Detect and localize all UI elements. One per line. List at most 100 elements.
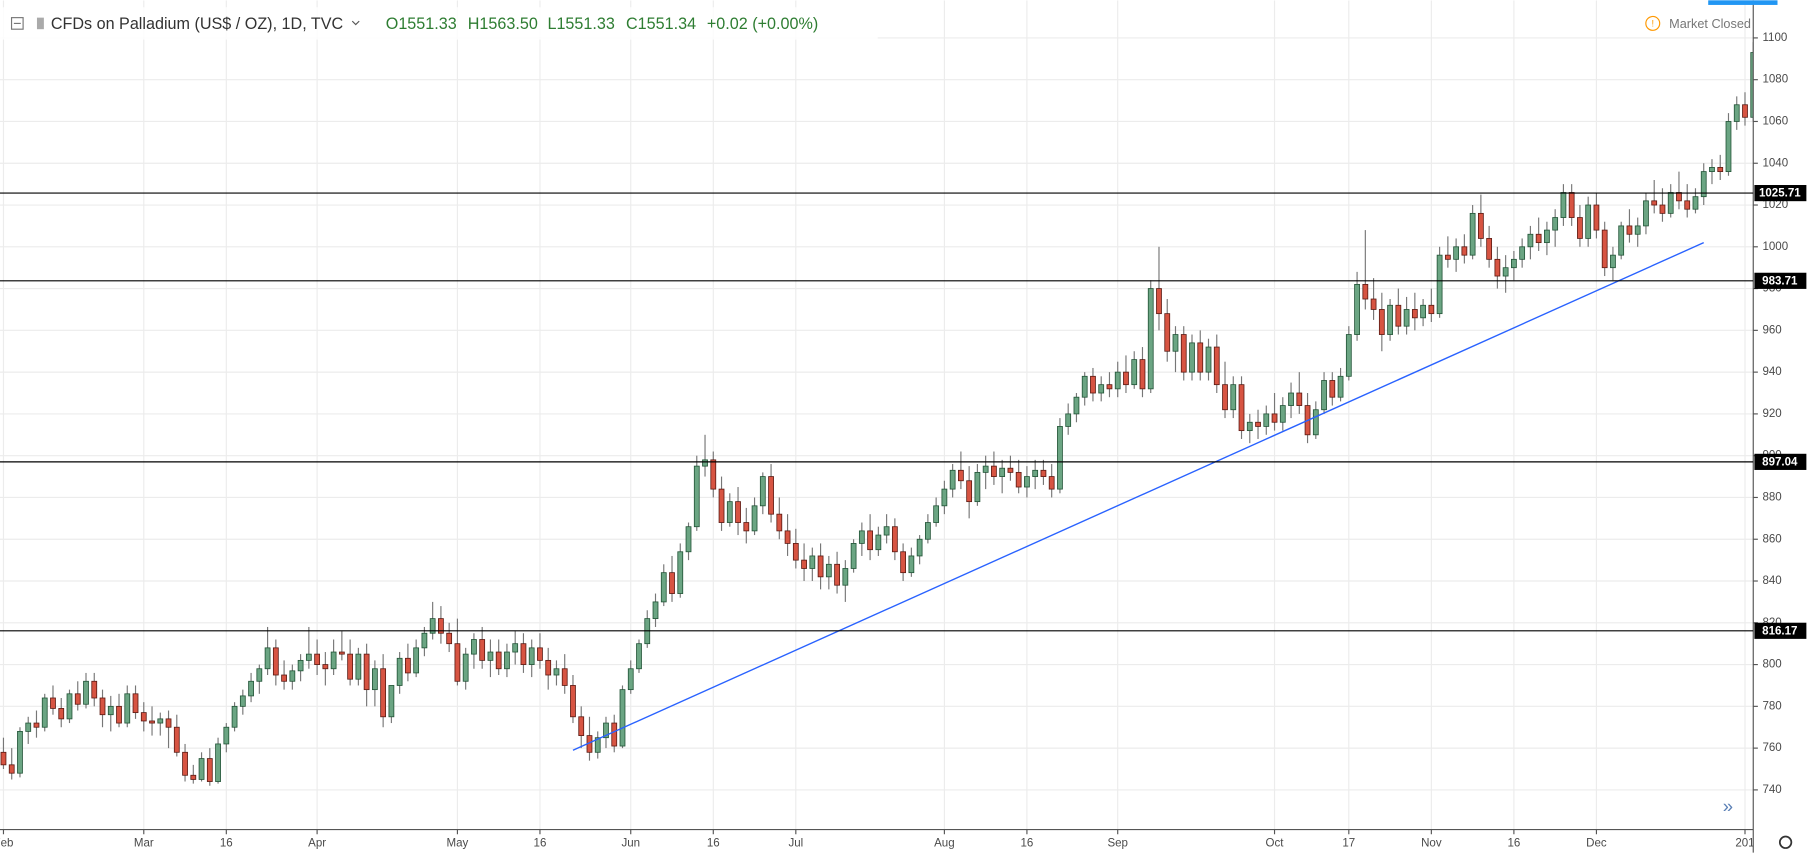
top-button[interactable] <box>1708 0 1778 5</box>
candle-body <box>834 563 840 586</box>
y-tick-label: 940 <box>1762 366 1781 378</box>
candle-body <box>223 726 230 745</box>
candle-body <box>182 751 188 776</box>
level-label-bg <box>1754 185 1807 202</box>
candle-body <box>471 639 477 655</box>
settings-button[interactable] <box>1778 835 1793 849</box>
candle-body <box>1544 229 1550 244</box>
candle-body <box>1065 413 1072 427</box>
time-axis: Feb Mar 16 Apr May 16 Jun 16 Jul Aug 16 Sep Oct 17 Nov… <box>0 829 1753 849</box>
y-tick-label: 1060 <box>1762 116 1788 128</box>
candle-body <box>322 664 329 670</box>
candle-body <box>462 653 469 682</box>
candle-body <box>33 722 40 728</box>
candle-body <box>1131 359 1138 386</box>
candle-body <box>1271 413 1278 423</box>
candle-body <box>363 653 370 691</box>
candle-body <box>50 697 56 709</box>
dropdown-icon[interactable] <box>351 20 360 26</box>
candle-body <box>718 488 725 523</box>
x-tick-label: 17 <box>1342 837 1355 849</box>
candle-body <box>1643 200 1649 227</box>
candle-body <box>165 718 172 728</box>
candle-body <box>825 563 832 578</box>
candle-body <box>743 522 750 532</box>
candle-body <box>1519 246 1526 260</box>
candle-body <box>58 708 65 720</box>
candle-body <box>1172 334 1179 352</box>
plot <box>0 42 1754 786</box>
candle-body <box>1453 246 1459 260</box>
candle-body <box>933 505 940 523</box>
collapse-icon[interactable] <box>10 17 24 30</box>
candle-body <box>380 668 387 718</box>
candle-body <box>1387 304 1393 335</box>
candle-body <box>1634 225 1641 235</box>
y-tick-label: 1040 <box>1762 157 1788 169</box>
x-tick-label: Jun <box>621 837 640 849</box>
candle-body <box>858 530 865 544</box>
candle-body <box>1395 304 1402 327</box>
x-tick-label: 16 <box>534 837 547 849</box>
candle-body <box>438 618 444 634</box>
candle-body <box>1164 313 1171 352</box>
candle-body <box>17 731 23 774</box>
candle-body <box>1090 375 1096 394</box>
y-tick-label: 760 <box>1762 742 1781 754</box>
candle-body <box>1197 342 1204 373</box>
candle-body <box>776 513 783 532</box>
candle-body <box>751 505 758 532</box>
candle-body <box>545 659 552 676</box>
x-tick-label: 16 <box>707 837 720 849</box>
candle-body <box>1577 217 1583 239</box>
candle-body <box>636 643 642 670</box>
candle-body <box>1048 476 1055 490</box>
candle-body <box>1156 288 1162 315</box>
candle-body <box>1511 258 1517 269</box>
candle-body <box>132 693 139 714</box>
x-tick-label: Sep <box>1107 837 1128 849</box>
candle-body <box>999 467 1006 477</box>
x-tick-label: Feb <box>0 837 13 849</box>
candle-body <box>429 618 436 634</box>
level-label: 1025.71 <box>1759 188 1801 200</box>
candle-body <box>867 530 873 551</box>
candle-body <box>1230 384 1237 411</box>
candle-body <box>520 643 527 665</box>
candle-body <box>66 693 73 720</box>
candle-body <box>149 720 155 724</box>
candle-body <box>0 751 7 766</box>
x-tick-label: Mar <box>134 837 154 849</box>
candle-body <box>1676 192 1682 202</box>
status-icon <box>1645 15 1661 31</box>
scroll-right-button[interactable]: » <box>1723 796 1733 817</box>
candle-body <box>916 538 923 557</box>
candle-body <box>660 572 667 603</box>
candle-body <box>1081 375 1088 398</box>
levels: 1025.71 983.71 897.04 816.17 <box>0 185 1807 639</box>
candle-body <box>289 670 296 682</box>
candle-body <box>239 695 246 707</box>
candle-body <box>941 488 948 507</box>
level-label-bg <box>1754 453 1807 470</box>
candle-body <box>702 459 708 467</box>
candle-body <box>1139 359 1146 390</box>
candle-body <box>693 465 700 528</box>
x-tick-label: 16 <box>1021 837 1034 849</box>
candle-body <box>1568 192 1575 218</box>
y-tick-label: 740 <box>1762 784 1781 796</box>
candle-body <box>99 697 106 716</box>
symbol-title[interactable]: CFDs on Palladium (US$ / OZ), 1D, TVC <box>51 15 344 33</box>
x-tick-label: Jul <box>788 837 803 849</box>
level-label: 816.17 <box>1762 625 1797 637</box>
candle-body <box>1073 396 1080 415</box>
candle-body <box>157 718 164 724</box>
candle-body <box>1626 225 1633 235</box>
x-tick-label: Nov <box>1421 837 1442 849</box>
candle-body <box>1469 212 1476 256</box>
candle-body <box>735 501 741 523</box>
candle-body <box>908 555 915 574</box>
candle-body <box>1123 371 1129 386</box>
candle-body <box>669 572 675 594</box>
level-label-bg <box>1754 272 1807 289</box>
